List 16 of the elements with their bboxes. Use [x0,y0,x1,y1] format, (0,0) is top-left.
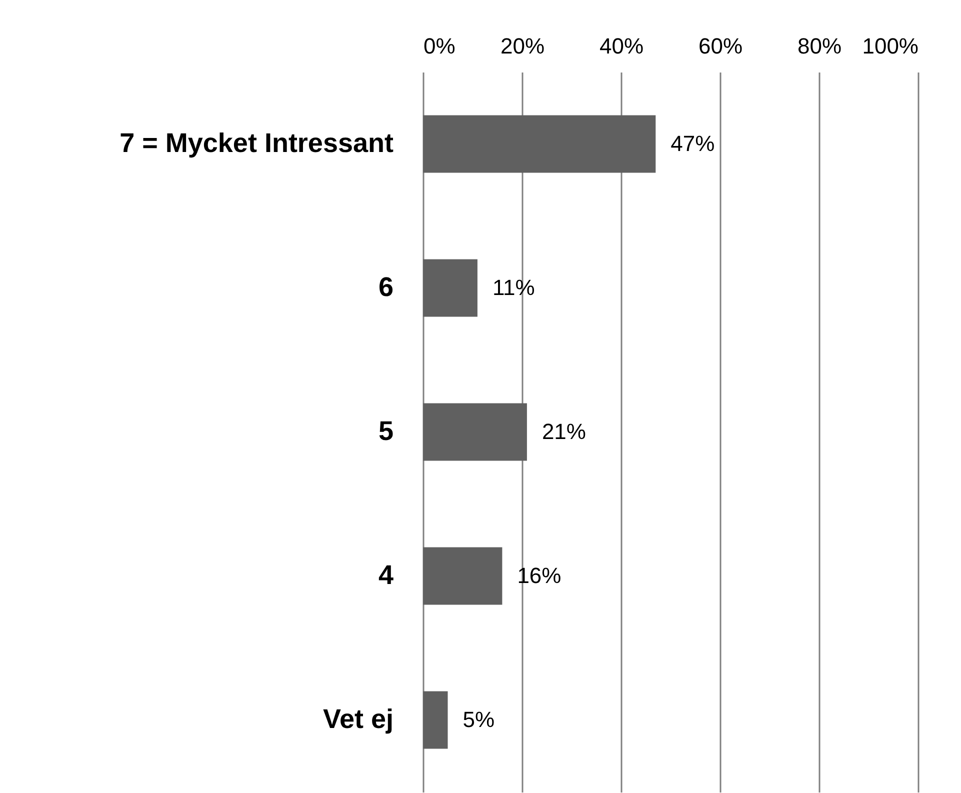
data-label: 16% [517,563,562,588]
x-tick-label: 20% [500,34,545,58]
x-tick-label: 0% [424,34,456,58]
data-label: 21% [542,419,586,444]
x-tick-label: 100% [862,34,918,58]
x-tick-label: 60% [698,34,743,58]
y-tick-label: 6 [378,272,394,302]
y-tick-label: 4 [378,560,394,590]
y-tick-label: 7 = Mycket Intressant [120,128,394,158]
data-label: 47% [670,131,715,156]
y-tick-label: 5 [378,416,394,446]
x-tick-label: 80% [797,34,842,58]
data-label: 5% [462,707,495,732]
x-tick-label: 40% [599,34,644,58]
data-label: 11% [492,275,535,300]
y-tick-label: Vet ej [322,704,394,734]
